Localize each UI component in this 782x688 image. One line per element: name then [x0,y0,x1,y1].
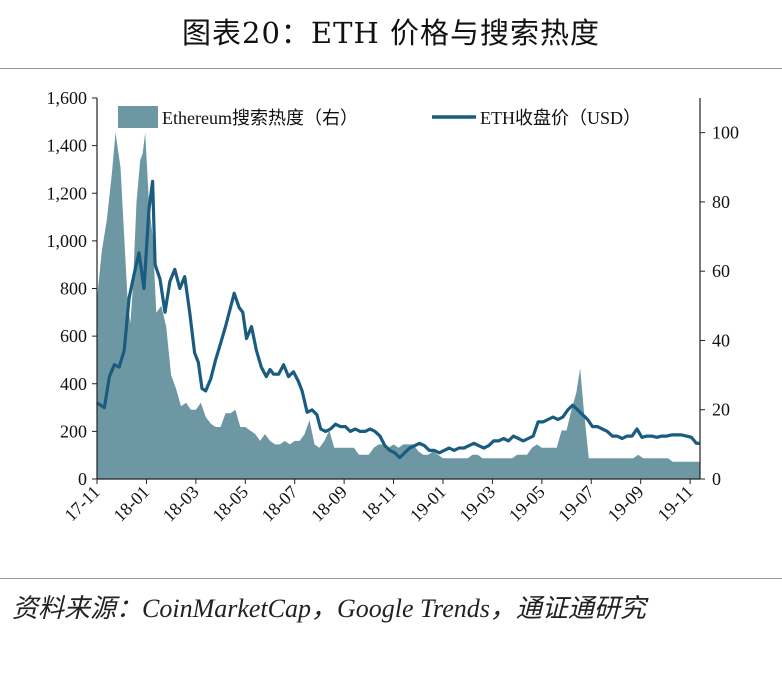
x-axis-tick-label: 19-01 [406,482,450,526]
x-axis-tick-label: 18-01 [109,482,153,526]
right-axis-tick-label: 20 [712,400,730,420]
left-axis-tick-label: 1,000 [47,231,88,251]
top-divider [0,68,782,69]
x-axis-tick-label: 18-03 [159,482,203,526]
right-axis-tick-label: 0 [712,469,721,489]
legend-label-search: Ethereum搜索热度（右） [162,108,358,128]
x-axis-tick-label: 19-09 [604,482,648,526]
x-axis-tick-label: 18-09 [307,482,351,526]
x-axis-tick-label: 19-05 [505,482,549,526]
legend-label-price: ETH收盘价（USD） [480,108,641,128]
bottom-divider [0,578,782,579]
source-note: 资料来源：CoinMarketCap，Google Trends，通证通研究 [12,594,646,623]
right-axis-tick-label: 80 [712,192,730,212]
x-axis-tick-label: 19-07 [554,482,598,526]
right-axis-tick-label: 40 [712,330,730,350]
left-axis-tick-label: 1,200 [47,183,88,203]
left-axis-tick-label: 400 [60,374,87,394]
right-axis-tick-label: 100 [712,123,739,143]
left-axis-tick-label: 600 [60,326,87,346]
x-axis-tick-label: 19-11 [654,482,697,525]
x-axis-tick-label: 19-03 [455,482,499,526]
x-axis-tick-label: 17-11 [60,482,103,525]
left-axis-tick-label: 0 [78,469,87,489]
search-interest-area [97,132,700,479]
x-axis-tick-label: 18-07 [258,482,302,526]
right-axis-tick-label: 60 [712,261,730,281]
left-axis-tick-label: 200 [60,421,87,441]
x-axis-tick-label: 18-11 [357,482,400,525]
left-axis-tick-label: 1,600 [47,88,88,108]
eth-price-line [96,179,700,460]
eth-price-search-chart: 0 200 400 600 800 1,000 1,200 1,400 1,600 0 20 40 60… [47,88,740,526]
left-axis-tick-label: 800 [60,279,87,299]
legend-swatch-search [118,106,158,128]
x-axis-tick-label: 18-05 [208,482,252,526]
left-axis-tick-label: 1,400 [47,136,88,156]
chart-title: 图表20：ETH 价格与搜索热度 [182,16,600,50]
